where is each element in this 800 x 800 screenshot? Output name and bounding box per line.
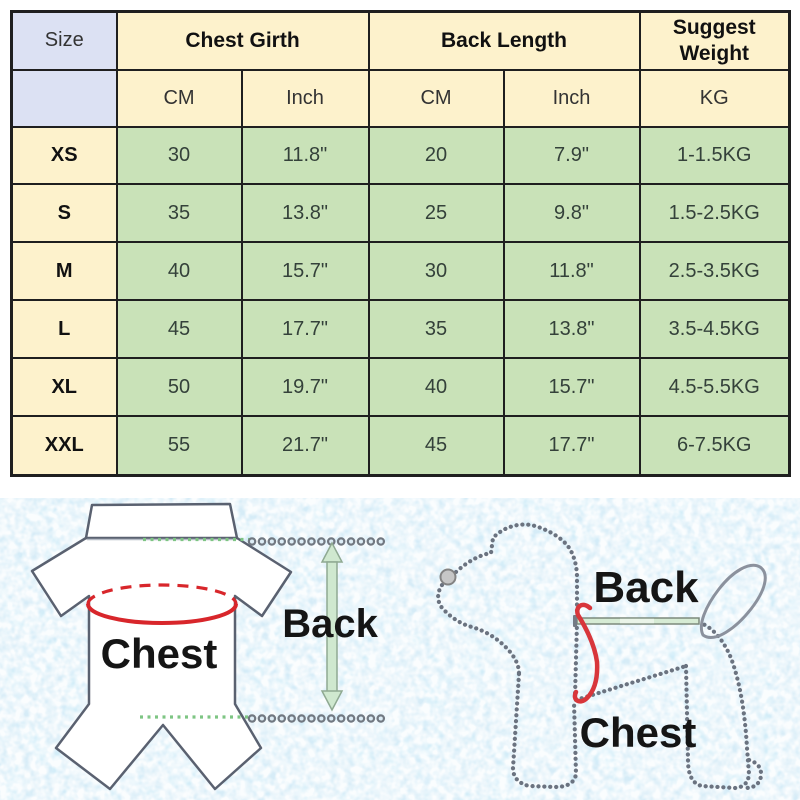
- back-inch-cell: 11.8": [502, 241, 641, 302]
- chest-cm-cell: 30: [115, 125, 243, 186]
- weight-cell: 6-7.5KG: [638, 415, 791, 477]
- dog-chest-label: Chest: [580, 709, 697, 756]
- chest-cm-cell: 55: [115, 415, 243, 477]
- size-cell: M: [10, 241, 118, 302]
- table-row-m: M 40 15.7" 30 11.8" 2.5-3.5KG: [10, 241, 791, 302]
- table-row-xl: XL 50 19.7" 40 15.7" 4.5-5.5KG: [10, 357, 791, 418]
- unit-cell-empty: [10, 68, 118, 128]
- header-cell-suggest-weight: Suggest Weight: [638, 10, 791, 71]
- weight-cell: 3.5-4.5KG: [638, 299, 791, 360]
- back-cm-cell: 20: [367, 125, 505, 186]
- back-inch-cell: 13.8": [502, 299, 641, 360]
- back-cm-cell: 25: [367, 183, 505, 244]
- dog-back-line: [573, 615, 700, 627]
- chest-inch-cell: 13.8": [240, 183, 370, 244]
- header-cell-back-length: Back Length: [367, 10, 641, 71]
- back-inch-cell: 15.7": [502, 357, 641, 418]
- back-inch-cell: 7.9": [502, 125, 641, 186]
- table-row-xs: XS 30 11.8" 20 7.9" 1-1.5KG: [10, 125, 791, 186]
- unit-cell-back-cm: CM: [367, 68, 505, 128]
- size-cell: XXL: [10, 415, 118, 477]
- dog-chain-outline: [436, 522, 764, 791]
- chest-girth-ellipse: [86, 583, 238, 625]
- chest-inch-cell: 21.7": [240, 415, 370, 477]
- table-row-xxl: XXL 55 21.7" 45 17.7" 6-7.5KG: [10, 415, 791, 477]
- table-row-s: S 35 13.8" 25 9.8" 1.5-2.5KG: [10, 183, 791, 244]
- weight-cell: 2.5-3.5KG: [638, 241, 791, 302]
- back-cm-cell: 30: [367, 241, 505, 302]
- header-row: Size Chest Girth Back Length Suggest Wei…: [10, 10, 791, 71]
- dog-nose-dot: [439, 568, 457, 586]
- back-length-arrow: [320, 541, 344, 712]
- header-cell-size: Size: [10, 10, 118, 71]
- garment-chest-label: Chest: [101, 630, 218, 677]
- dog-outline-diagram: Back Chest: [436, 522, 767, 791]
- garment-flat-diagram: Chest Back: [30, 502, 391, 791]
- weight-cell: 1.5-2.5KG: [638, 183, 791, 244]
- back-inch-cell: 9.8": [502, 183, 641, 244]
- unit-cell-back-inch: Inch: [502, 68, 641, 128]
- chest-cm-cell: 40: [115, 241, 243, 302]
- weight-cell: 4.5-5.5KG: [638, 357, 791, 418]
- chest-cm-cell: 45: [115, 299, 243, 360]
- chest-inch-cell: 19.7": [240, 357, 370, 418]
- size-cell: S: [10, 183, 118, 244]
- size-cell: XS: [10, 125, 118, 186]
- unit-cell-chest-inch: Inch: [240, 68, 370, 128]
- chest-cm-cell: 35: [115, 183, 243, 244]
- weight-cell: 1-1.5KG: [638, 125, 791, 186]
- header-cell-chest-girth: Chest Girth: [115, 10, 370, 71]
- size-cell: XL: [10, 357, 118, 418]
- measurement-diagram: Chest Back Back Chest: [0, 498, 800, 800]
- unit-cell-chest-cm: CM: [115, 68, 243, 128]
- garment-collar: [84, 502, 239, 540]
- back-cm-cell: 40: [367, 357, 505, 418]
- size-chart: Size Chest Girth Back Length Suggest Wei…: [10, 10, 791, 477]
- size-chart-table: Size Chest Girth Back Length Suggest Wei…: [10, 10, 791, 477]
- garment-back-label: Back: [282, 602, 378, 646]
- back-inch-cell: 17.7": [502, 415, 641, 477]
- garment-body-outline: [30, 536, 293, 791]
- chest-inch-cell: 17.7": [240, 299, 370, 360]
- size-cell: L: [10, 299, 118, 360]
- chest-cm-cell: 50: [115, 357, 243, 418]
- dog-chest-line: [572, 602, 600, 704]
- chest-inch-cell: 15.7": [240, 241, 370, 302]
- back-cm-cell: 35: [367, 299, 505, 360]
- chest-inch-cell: 11.8": [240, 125, 370, 186]
- dog-back-label: Back: [593, 563, 699, 612]
- table-row-l: L 45 17.7" 35 13.8" 3.5-4.5KG: [10, 299, 791, 360]
- back-cm-cell: 45: [367, 415, 505, 477]
- dog-tail: [699, 563, 767, 639]
- unit-row: CM Inch CM Inch KG: [10, 68, 791, 128]
- unit-cell-kg: KG: [638, 68, 791, 128]
